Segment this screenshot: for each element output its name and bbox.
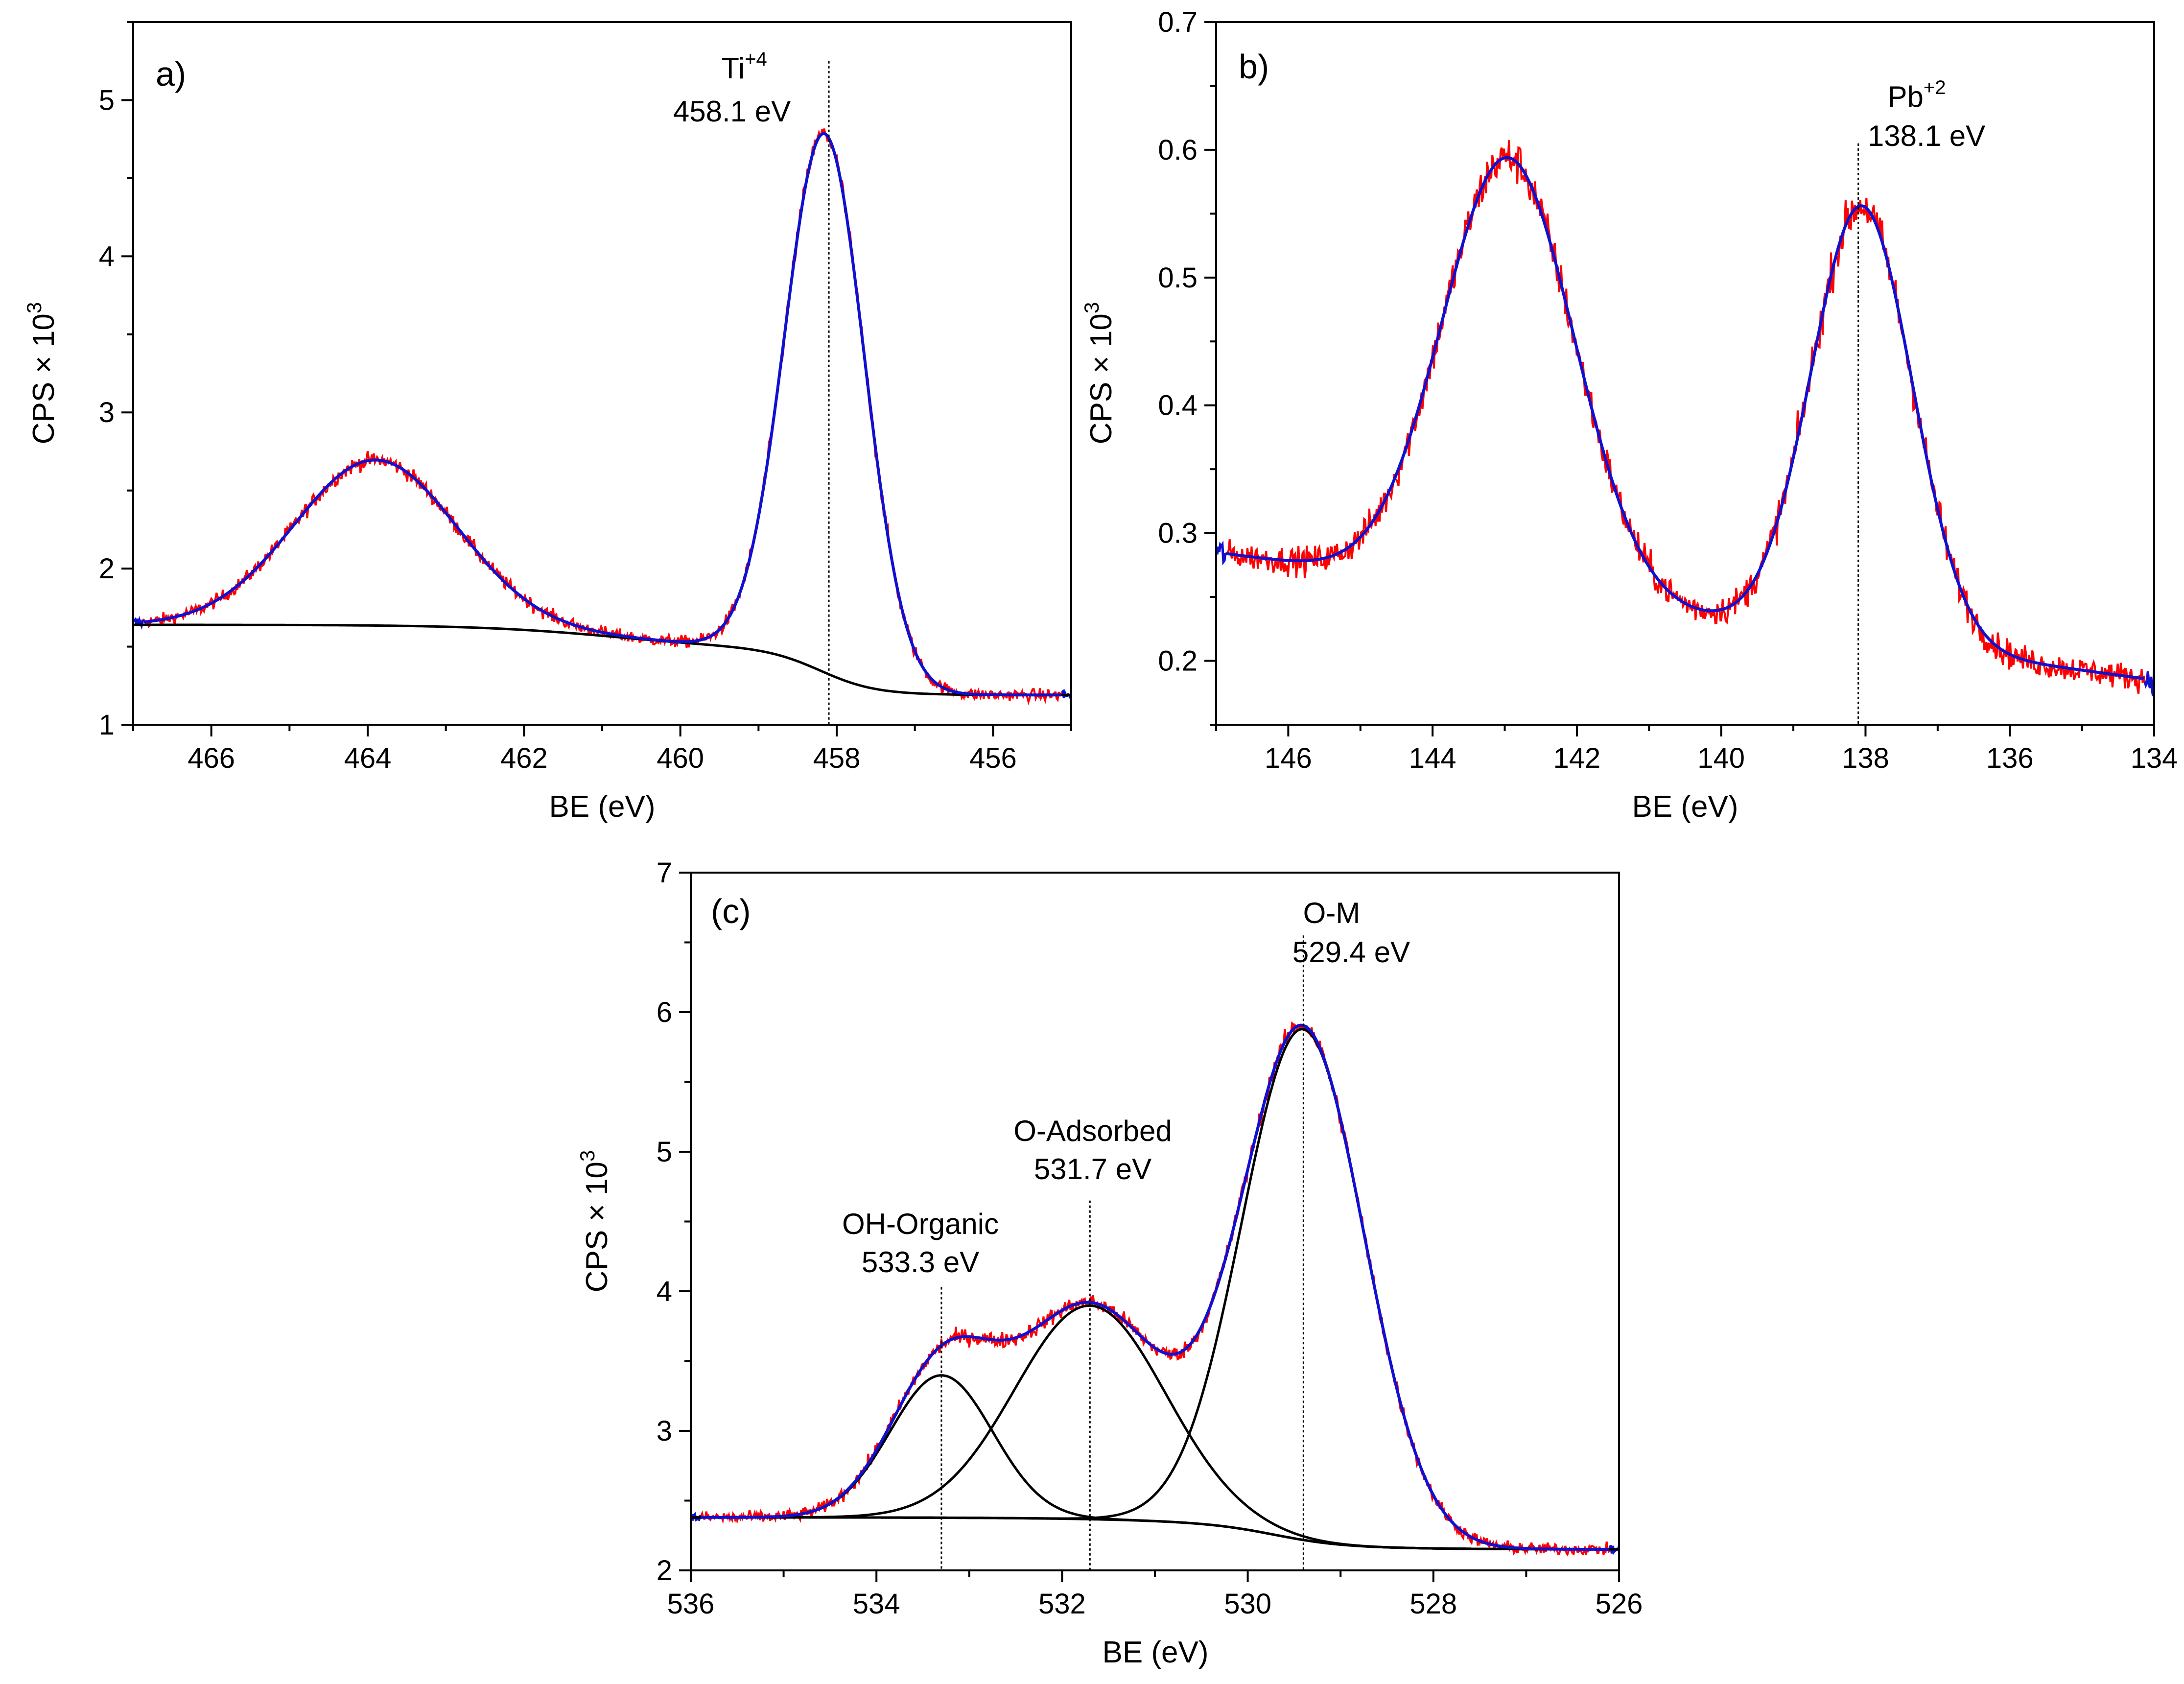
panel-b-ytick-label: 0.6 (1158, 134, 1198, 166)
panel-a-ylabel-text: CPS (27, 382, 61, 444)
panel-b-xtick-label: 136 (1986, 742, 2034, 774)
panel-b-ytick-label: 0.2 (1158, 645, 1198, 677)
panel-c-annotation-oh-organic: OH-Organic 533.3 eV (842, 1208, 999, 1279)
panel-c-annotation-o-adsorbed: O-Adsorbed 531.7 eV (1013, 1115, 1172, 1186)
panel-c-xtick-label: 536 (667, 1588, 715, 1620)
panel-a-ti2p: 466 464 462 460 458 456 1 2 3 4 5 a) BE (eV) CPS ×… (23, 21, 1072, 824)
panel-b-ytick-label: 0.4 (1158, 390, 1198, 422)
panel-b-ylabel: CPS × 103 (1080, 302, 1118, 444)
panel-a-fit-envelope (143, 132, 1061, 697)
panel-a-xtick-label: 462 (500, 742, 548, 774)
panel-a-plot (133, 61, 1071, 725)
panel-c-ylabel-exp: 3 (576, 1150, 599, 1162)
panel-b-xtick-label: 146 (1265, 742, 1312, 774)
panel-c-ann-ads-label: O-Adsorbed (1013, 1115, 1172, 1147)
panel-b-ytick-label: 0.3 (1158, 518, 1198, 549)
panel-a-ylabel: CPS × 103 (23, 302, 61, 444)
panel-a-xtick-label: 466 (188, 742, 235, 774)
panel-b-raw-data-end (2143, 668, 2154, 697)
panel-c-ann-om-energy: 529.4 eV (1292, 936, 1410, 969)
panel-c-ann-oh-label: OH-Organic (842, 1208, 999, 1240)
panel-b-ylabel-exp: 3 (1080, 302, 1103, 313)
panel-a-background (133, 623, 1071, 696)
panel-b-xtick-label: 144 (1409, 742, 1456, 774)
panel-a-ylabel-exp: 3 (23, 302, 46, 313)
panel-b-fit-envelope (1226, 156, 2144, 680)
panel-b-xtick-label: 138 (1842, 742, 1889, 774)
panel-b-ann-element: Pb (1888, 80, 1924, 113)
panel-b-xlabel: BE (eV) (1632, 790, 1738, 824)
panel-c-ylabel-text: CPS (580, 1230, 614, 1292)
panel-c-label: (c) (711, 892, 751, 930)
svg-text:Ti+4: Ti+4 (721, 48, 767, 85)
panel-b-ytick-label: 0.7 (1158, 6, 1198, 38)
panel-a-ann-energy: 458.1 eV (673, 95, 791, 128)
panel-c-xtick-label: 534 (853, 1588, 900, 1620)
panel-c-xlabel: BE (eV) (1102, 1636, 1208, 1669)
panel-c-o1s: 536 534 532 530 528 526 2 3 4 5 6 7 (c) BE (eV) CPS… (576, 857, 1643, 1669)
panel-b-label: b) (1239, 47, 1269, 86)
panel-b-frame (1215, 21, 2155, 726)
panel-c-ylabel: CPS × 103 (576, 1150, 614, 1292)
panel-a-ytick-label: 4 (99, 240, 115, 272)
panel-a-frame (132, 21, 1072, 726)
panel-b-raw-data (1225, 140, 2146, 694)
panel-c-frame (690, 872, 1620, 1571)
panel-b-xtick-label: 142 (1553, 742, 1601, 774)
panel-a-ann-charge: +4 (745, 48, 767, 70)
panel-c-ytick-label: 7 (657, 857, 672, 889)
panel-b-plot (1216, 140, 2154, 725)
panel-c-raw-data (699, 1021, 1611, 1557)
panel-a-ytick-label: 5 (99, 84, 115, 116)
panel-a-ytick-label: 1 (99, 709, 115, 741)
panel-c-ann-oh-energy: 533.3 eV (862, 1246, 979, 1279)
panel-b-ann-energy: 138.1 eV (1868, 119, 1985, 152)
panel-a-ann-element: Ti (721, 52, 745, 85)
panel-a-raw-data (142, 128, 1063, 706)
panel-b-pb4f: 146 144 142 140 138 136 1340.20.30.40.50.60.7 … (1080, 6, 2178, 824)
panel-b-ann-charge: +2 (1924, 77, 1946, 98)
panel-a-xtick-label: 456 (969, 742, 1017, 774)
panel-c-xtick-label: 528 (1409, 1588, 1457, 1620)
panel-c-xtick-label: 532 (1038, 1588, 1086, 1620)
panel-b-xtick-label: 140 (1697, 742, 1745, 774)
svg-text:Pb+2: Pb+2 (1888, 77, 1946, 113)
panel-c-component-peak-2 (691, 1304, 1619, 1551)
panel-c-ticks: 536 534 532 530 528 526 2 3 4 5 6 7 (657, 857, 1643, 1620)
panel-a-annotation-ti: Ti+4 458.1 eV (673, 48, 791, 128)
panel-c-ytick-label: 3 (657, 1415, 672, 1447)
panel-a-ticks: 466 464 462 460 458 456 1 2 3 4 5 (99, 21, 1072, 774)
panel-a-xtick-label: 460 (657, 742, 704, 774)
panel-a-ytick-label: 3 (99, 397, 115, 428)
panel-a-xtick-label: 464 (344, 742, 392, 774)
panel-c-fit-envelope (701, 1023, 1609, 1551)
panel-a-ytick-label: 2 (99, 553, 115, 585)
panel-c-ann-om-label: O-M (1303, 897, 1361, 929)
panel-a-xlabel: BE (eV) (549, 790, 655, 824)
panel-c-xtick-label: 530 (1224, 1588, 1271, 1620)
panel-c-ytick-label: 6 (657, 996, 672, 1028)
panel-c-ytick-label: 2 (657, 1555, 672, 1587)
panel-c-ytick-label: 5 (657, 1136, 672, 1168)
panel-b-xtick-label: 134 (2131, 742, 2178, 774)
panel-c-annotation-o-m: O-M 529.4 eV (1292, 897, 1410, 969)
panel-c-xtick-label: 526 (1596, 1588, 1643, 1620)
panel-a-xtick-label: 458 (813, 742, 861, 774)
panel-c-ytick-label: 4 (657, 1276, 672, 1307)
panel-b-ytick-label: 0.5 (1158, 262, 1198, 294)
panel-b-ticks: 146 144 142 140 138 136 134 0.2 0.3 0.4 0.5 0.6 0.7 (1158, 6, 2178, 774)
panel-a-label: a) (156, 55, 186, 93)
panel-c-ann-ads-energy: 531.7 eV (1034, 1153, 1151, 1186)
panel-c-plot (691, 935, 1619, 1570)
panel-b-raw-data-start (1216, 540, 1227, 566)
panel-c-component-peak-3 (691, 1028, 1619, 1551)
panel-b-annotation-pb: Pb+2 138.1 eV (1868, 77, 1985, 152)
panel-b-ylabel-text: CPS (1084, 382, 1118, 444)
panel-c-component-peak-1 (691, 1374, 1619, 1551)
